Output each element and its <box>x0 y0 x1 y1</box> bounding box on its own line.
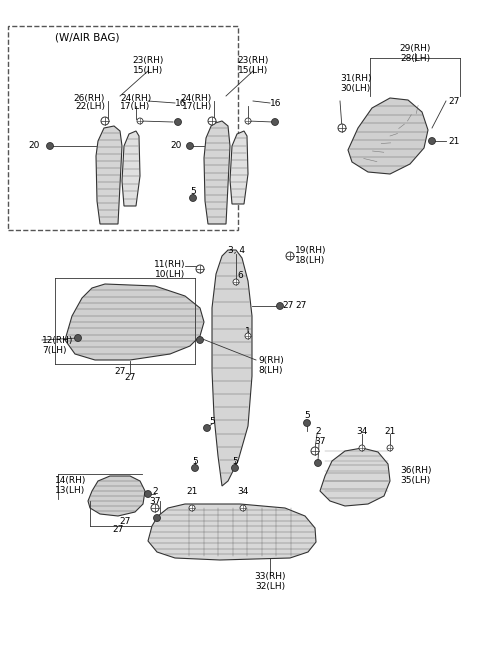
Circle shape <box>175 119 181 125</box>
Circle shape <box>208 117 216 125</box>
Text: 27: 27 <box>295 302 306 310</box>
Circle shape <box>272 119 278 125</box>
Text: 33(RH): 33(RH) <box>254 571 286 581</box>
Text: 16: 16 <box>175 98 187 108</box>
Text: 30(LH): 30(LH) <box>340 83 370 92</box>
Text: 14(RH): 14(RH) <box>55 476 86 485</box>
Text: 13(LH): 13(LH) <box>55 487 85 495</box>
Text: 28(LH): 28(LH) <box>400 54 430 62</box>
Circle shape <box>303 419 311 426</box>
Circle shape <box>231 464 239 472</box>
Text: 27: 27 <box>120 516 131 525</box>
Text: 2: 2 <box>315 426 321 436</box>
Text: (W/AIR BAG): (W/AIR BAG) <box>55 33 120 43</box>
Circle shape <box>359 445 365 451</box>
Polygon shape <box>96 126 122 224</box>
Text: 37: 37 <box>149 497 161 506</box>
Text: 21: 21 <box>448 136 459 146</box>
Text: 12(RH): 12(RH) <box>42 335 73 344</box>
Text: 35(LH): 35(LH) <box>400 476 430 485</box>
Text: 19(RH): 19(RH) <box>295 247 326 255</box>
Text: 27: 27 <box>112 525 124 533</box>
Polygon shape <box>320 448 390 506</box>
Circle shape <box>276 302 284 310</box>
Circle shape <box>137 118 143 124</box>
Text: 2: 2 <box>152 487 158 495</box>
Circle shape <box>189 505 195 511</box>
Circle shape <box>314 459 322 466</box>
Circle shape <box>338 124 346 132</box>
Polygon shape <box>204 121 230 224</box>
Polygon shape <box>212 250 252 486</box>
Circle shape <box>144 491 152 497</box>
Circle shape <box>245 118 251 124</box>
Text: 26(RH): 26(RH) <box>73 94 105 102</box>
Polygon shape <box>148 504 316 560</box>
Text: 34: 34 <box>237 487 249 495</box>
Text: 21: 21 <box>186 487 198 495</box>
Polygon shape <box>230 131 248 204</box>
Text: 37: 37 <box>314 436 326 445</box>
Text: 20: 20 <box>170 142 182 150</box>
Text: 27: 27 <box>114 367 126 377</box>
Circle shape <box>47 142 53 150</box>
Text: 17(LH): 17(LH) <box>120 102 150 112</box>
Text: 22(LH): 22(LH) <box>75 102 105 112</box>
Circle shape <box>233 279 239 285</box>
Text: 27: 27 <box>448 96 459 106</box>
Text: 5: 5 <box>232 457 238 466</box>
Circle shape <box>74 335 82 342</box>
Circle shape <box>154 514 160 522</box>
Text: 5: 5 <box>190 186 196 195</box>
Text: 1: 1 <box>245 327 251 335</box>
Text: 18(LH): 18(LH) <box>295 256 325 266</box>
Text: 15(LH): 15(LH) <box>133 66 163 75</box>
Circle shape <box>429 138 435 144</box>
Text: 31(RH): 31(RH) <box>340 73 372 83</box>
Circle shape <box>190 194 196 201</box>
Text: 27: 27 <box>124 373 136 382</box>
Text: 32(LH): 32(LH) <box>255 581 285 590</box>
Polygon shape <box>122 131 140 206</box>
Text: 23(RH): 23(RH) <box>237 56 269 66</box>
Text: 21: 21 <box>384 426 396 436</box>
Text: 24(RH): 24(RH) <box>181 94 212 102</box>
Polygon shape <box>88 476 145 516</box>
Polygon shape <box>348 98 428 174</box>
Circle shape <box>196 337 204 344</box>
Circle shape <box>187 142 193 150</box>
Text: 5: 5 <box>209 417 215 426</box>
Text: 17(LH): 17(LH) <box>182 102 212 112</box>
Text: 24(RH): 24(RH) <box>120 94 151 102</box>
Text: 9(RH): 9(RH) <box>258 356 284 365</box>
Circle shape <box>240 505 246 511</box>
Text: 7(LH): 7(LH) <box>42 346 67 354</box>
Text: 5: 5 <box>192 457 198 466</box>
Text: 20: 20 <box>28 142 39 150</box>
Text: 11(RH): 11(RH) <box>154 260 185 268</box>
Circle shape <box>311 447 319 455</box>
Text: 8(LH): 8(LH) <box>258 367 283 375</box>
Text: 10(LH): 10(LH) <box>155 270 185 279</box>
Text: 29(RH): 29(RH) <box>399 43 431 52</box>
Text: 15(LH): 15(LH) <box>238 66 268 75</box>
Text: 3, 4: 3, 4 <box>228 247 244 255</box>
Circle shape <box>204 424 211 432</box>
Text: 36(RH): 36(RH) <box>400 466 432 476</box>
Circle shape <box>245 333 251 339</box>
Text: 6: 6 <box>237 272 243 281</box>
Circle shape <box>101 117 109 125</box>
Circle shape <box>387 445 393 451</box>
Text: 27: 27 <box>282 302 293 310</box>
Circle shape <box>151 504 159 512</box>
Circle shape <box>192 464 199 472</box>
Polygon shape <box>65 284 204 360</box>
Circle shape <box>196 265 204 273</box>
Circle shape <box>286 252 294 260</box>
Text: 23(RH): 23(RH) <box>132 56 164 66</box>
Text: 16: 16 <box>270 98 281 108</box>
Text: 5: 5 <box>304 411 310 420</box>
Text: 34: 34 <box>356 426 368 436</box>
